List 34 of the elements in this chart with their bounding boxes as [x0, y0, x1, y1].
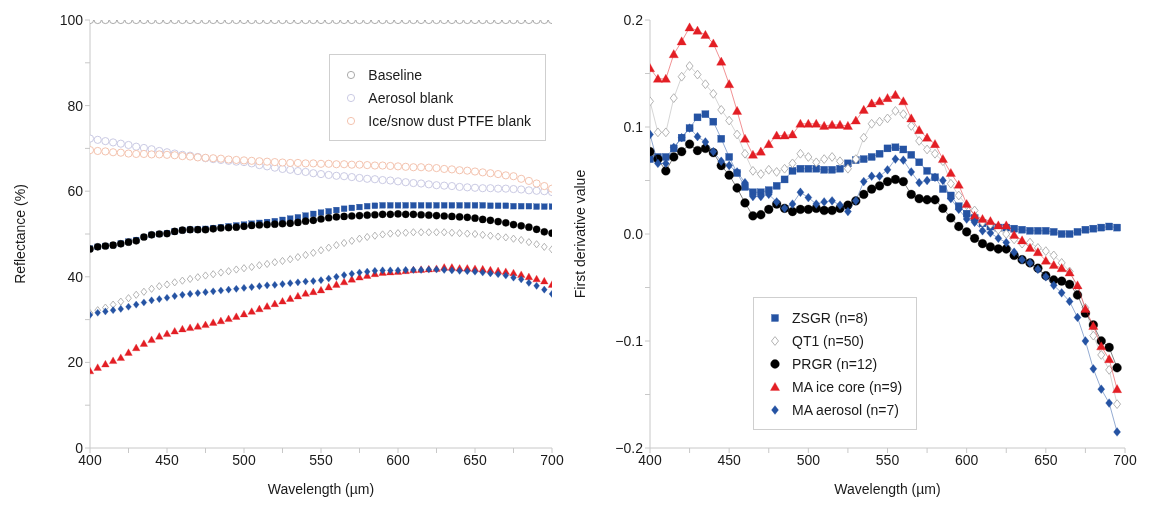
x-tick-label: 450 — [717, 451, 742, 468]
x-tick-label: 650 — [1034, 451, 1058, 468]
x-tick-label: 700 — [1113, 451, 1137, 468]
x-tick-label: 600 — [954, 451, 979, 468]
x-tick-label: 650 — [463, 451, 487, 468]
x-axis-title: Wavelength (µm) — [267, 481, 375, 497]
y-axis-title: Reflectance (%) — [11, 184, 28, 284]
x-tick-label: 500 — [796, 451, 821, 468]
legend-label: PRGR (n=12) — [792, 355, 878, 372]
x-tick-label: 700 — [540, 451, 564, 468]
y-tick-label: −0.1 — [615, 332, 644, 349]
y-tick-label: 100 — [59, 11, 84, 28]
x-tick-label: 550 — [309, 451, 333, 468]
legend-label: ZSGR (n=8) — [792, 309, 868, 326]
legend-label: Baseline — [368, 66, 423, 83]
legend-label: QT1 (n=50) — [792, 332, 864, 349]
x-tick-label: 600 — [386, 451, 410, 468]
x-tick-label: 500 — [232, 451, 256, 468]
legend-label: Aerosol blank — [368, 89, 454, 106]
legend-label: MA aerosol (n=7) — [792, 401, 899, 418]
y-axis-title: First derivative value — [571, 169, 588, 299]
x-tick-label: 550 — [875, 451, 900, 468]
legend-label: MA ice core (n=9) — [792, 378, 903, 395]
y-tick-label: 40 — [67, 268, 84, 285]
y-tick-label: 80 — [67, 97, 84, 114]
y-tick-label: 0.2 — [623, 11, 644, 28]
y-tick-label: 0.0 — [623, 225, 644, 242]
y-tick-label: 20 — [67, 354, 84, 371]
x-tick-label: 450 — [155, 451, 179, 468]
legend-label: Ice/snow dust PTFE blank — [368, 112, 531, 129]
x-axis-title: Wavelength (µm) — [834, 481, 941, 497]
y-tick-label: 0 — [75, 439, 84, 456]
y-tick-label: 60 — [67, 183, 84, 200]
y-tick-label: 0.1 — [623, 118, 644, 135]
